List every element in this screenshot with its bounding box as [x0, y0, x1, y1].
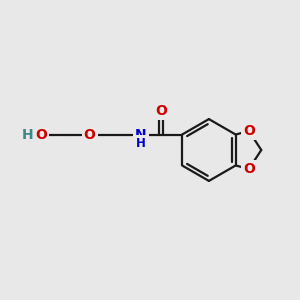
Text: O: O — [35, 128, 47, 142]
Text: N: N — [135, 128, 147, 142]
Text: O: O — [155, 104, 167, 118]
Text: H: H — [136, 137, 146, 150]
Text: O: O — [243, 162, 255, 176]
Text: H: H — [21, 128, 33, 142]
Text: O: O — [243, 124, 255, 138]
Text: O: O — [84, 128, 96, 142]
